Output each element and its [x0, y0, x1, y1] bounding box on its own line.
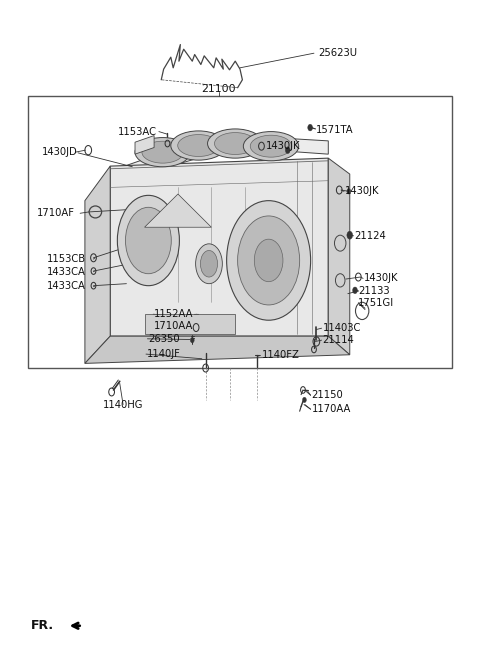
Text: 1140FZ: 1140FZ — [262, 350, 300, 360]
Text: 1751GI: 1751GI — [359, 298, 395, 308]
Ellipse shape — [191, 338, 194, 343]
Text: 1152AA: 1152AA — [154, 309, 193, 319]
Text: 1140HG: 1140HG — [103, 400, 144, 410]
Polygon shape — [85, 336, 350, 364]
Ellipse shape — [207, 129, 263, 158]
Text: 21133: 21133 — [359, 286, 390, 296]
Text: FR.: FR. — [31, 619, 54, 632]
Ellipse shape — [302, 398, 306, 403]
Text: 1170AA: 1170AA — [312, 404, 351, 414]
Text: 1140JF: 1140JF — [147, 349, 181, 359]
Text: 1710AA: 1710AA — [154, 321, 193, 331]
Polygon shape — [85, 166, 110, 364]
Bar — [28, 95, 452, 368]
Polygon shape — [144, 313, 235, 334]
Text: 21114: 21114 — [323, 335, 354, 345]
Ellipse shape — [308, 124, 312, 131]
Ellipse shape — [238, 216, 300, 305]
Ellipse shape — [254, 239, 283, 281]
Text: 1433CA: 1433CA — [47, 281, 85, 291]
Text: 11403C: 11403C — [323, 323, 361, 334]
Polygon shape — [328, 158, 350, 355]
Ellipse shape — [250, 135, 292, 157]
Polygon shape — [144, 194, 211, 227]
Ellipse shape — [196, 244, 222, 283]
Text: 1710AF: 1710AF — [37, 208, 75, 218]
Text: 26350: 26350 — [148, 334, 180, 344]
Text: 21150: 21150 — [312, 390, 343, 400]
Ellipse shape — [135, 137, 191, 167]
Ellipse shape — [215, 133, 256, 155]
Ellipse shape — [347, 189, 351, 194]
Polygon shape — [135, 135, 154, 154]
Ellipse shape — [178, 135, 219, 157]
Ellipse shape — [171, 131, 226, 160]
Text: 1153AC: 1153AC — [118, 127, 157, 137]
Text: 1430JK: 1430JK — [266, 141, 301, 151]
Text: 25623U: 25623U — [319, 48, 358, 58]
Polygon shape — [124, 134, 328, 179]
Polygon shape — [110, 158, 328, 336]
Ellipse shape — [200, 251, 217, 277]
Text: 1430JK: 1430JK — [364, 273, 398, 283]
Ellipse shape — [347, 231, 353, 239]
Text: 1153CB: 1153CB — [47, 254, 86, 264]
Text: 1430JD: 1430JD — [42, 147, 78, 157]
Ellipse shape — [142, 141, 183, 163]
Ellipse shape — [243, 131, 299, 161]
Text: 1430JK: 1430JK — [345, 186, 380, 196]
Ellipse shape — [285, 147, 290, 153]
Ellipse shape — [353, 287, 358, 293]
Text: 21124: 21124 — [355, 231, 386, 241]
Ellipse shape — [117, 195, 180, 285]
Ellipse shape — [125, 207, 171, 273]
Text: 1433CA: 1433CA — [47, 267, 85, 277]
Text: 21100: 21100 — [201, 84, 236, 94]
Ellipse shape — [227, 201, 311, 320]
Text: 1571TA: 1571TA — [316, 125, 354, 135]
